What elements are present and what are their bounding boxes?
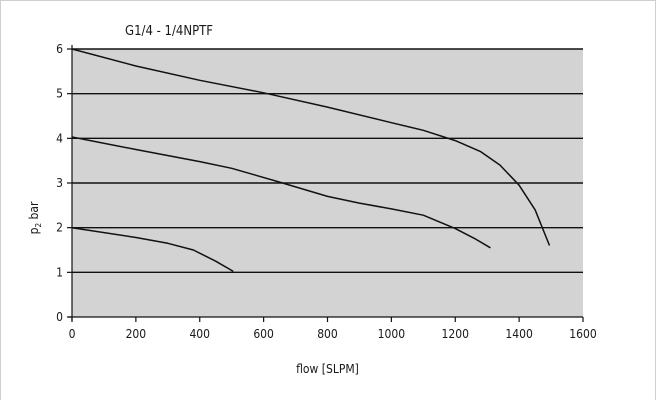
x-tick-label: 400	[189, 327, 210, 341]
y-axis-label-subscript: 2	[34, 223, 43, 228]
series-line-2	[71, 136, 491, 249]
y-tick-label: 0	[56, 310, 63, 324]
series-line-1	[71, 48, 551, 246]
y-tick-label: 3	[56, 176, 63, 190]
y-tick-label: 1	[56, 265, 63, 279]
y-tick-label: 5	[56, 87, 63, 101]
y-tick-label: 2	[56, 221, 63, 235]
series-group	[71, 48, 551, 273]
x-tick-label: 1000	[378, 327, 406, 341]
chart-title: G1/4 - 1/4NPTF	[125, 24, 213, 39]
x-tick-label: 200	[126, 327, 147, 341]
y-tick-label: 4	[56, 131, 63, 145]
x-tick-label: 800	[317, 327, 338, 341]
y-axis-label-text: p2 bar	[27, 201, 43, 234]
series-line-3	[71, 226, 234, 273]
y-tick-label: 6	[56, 42, 63, 56]
y-axis-label-unit: bar	[27, 201, 41, 223]
x-tick-label: 600	[253, 327, 274, 341]
axes: 0 1 2 3 4 5 6 0 200 400 600 800 1000 1200 1400 1600	[56, 42, 597, 341]
x-axis-label: flow [SLPM]	[296, 362, 359, 376]
x-tick-label: 1400	[505, 327, 533, 341]
x-tick-label: 1200	[442, 327, 470, 341]
x-tick-label: 0	[69, 327, 76, 341]
x-tick-label: 1600	[569, 327, 597, 341]
grid-lines	[72, 48, 583, 274]
y-axis-label: p2 bar	[27, 201, 43, 234]
y-axis-label-base: p	[27, 227, 41, 234]
